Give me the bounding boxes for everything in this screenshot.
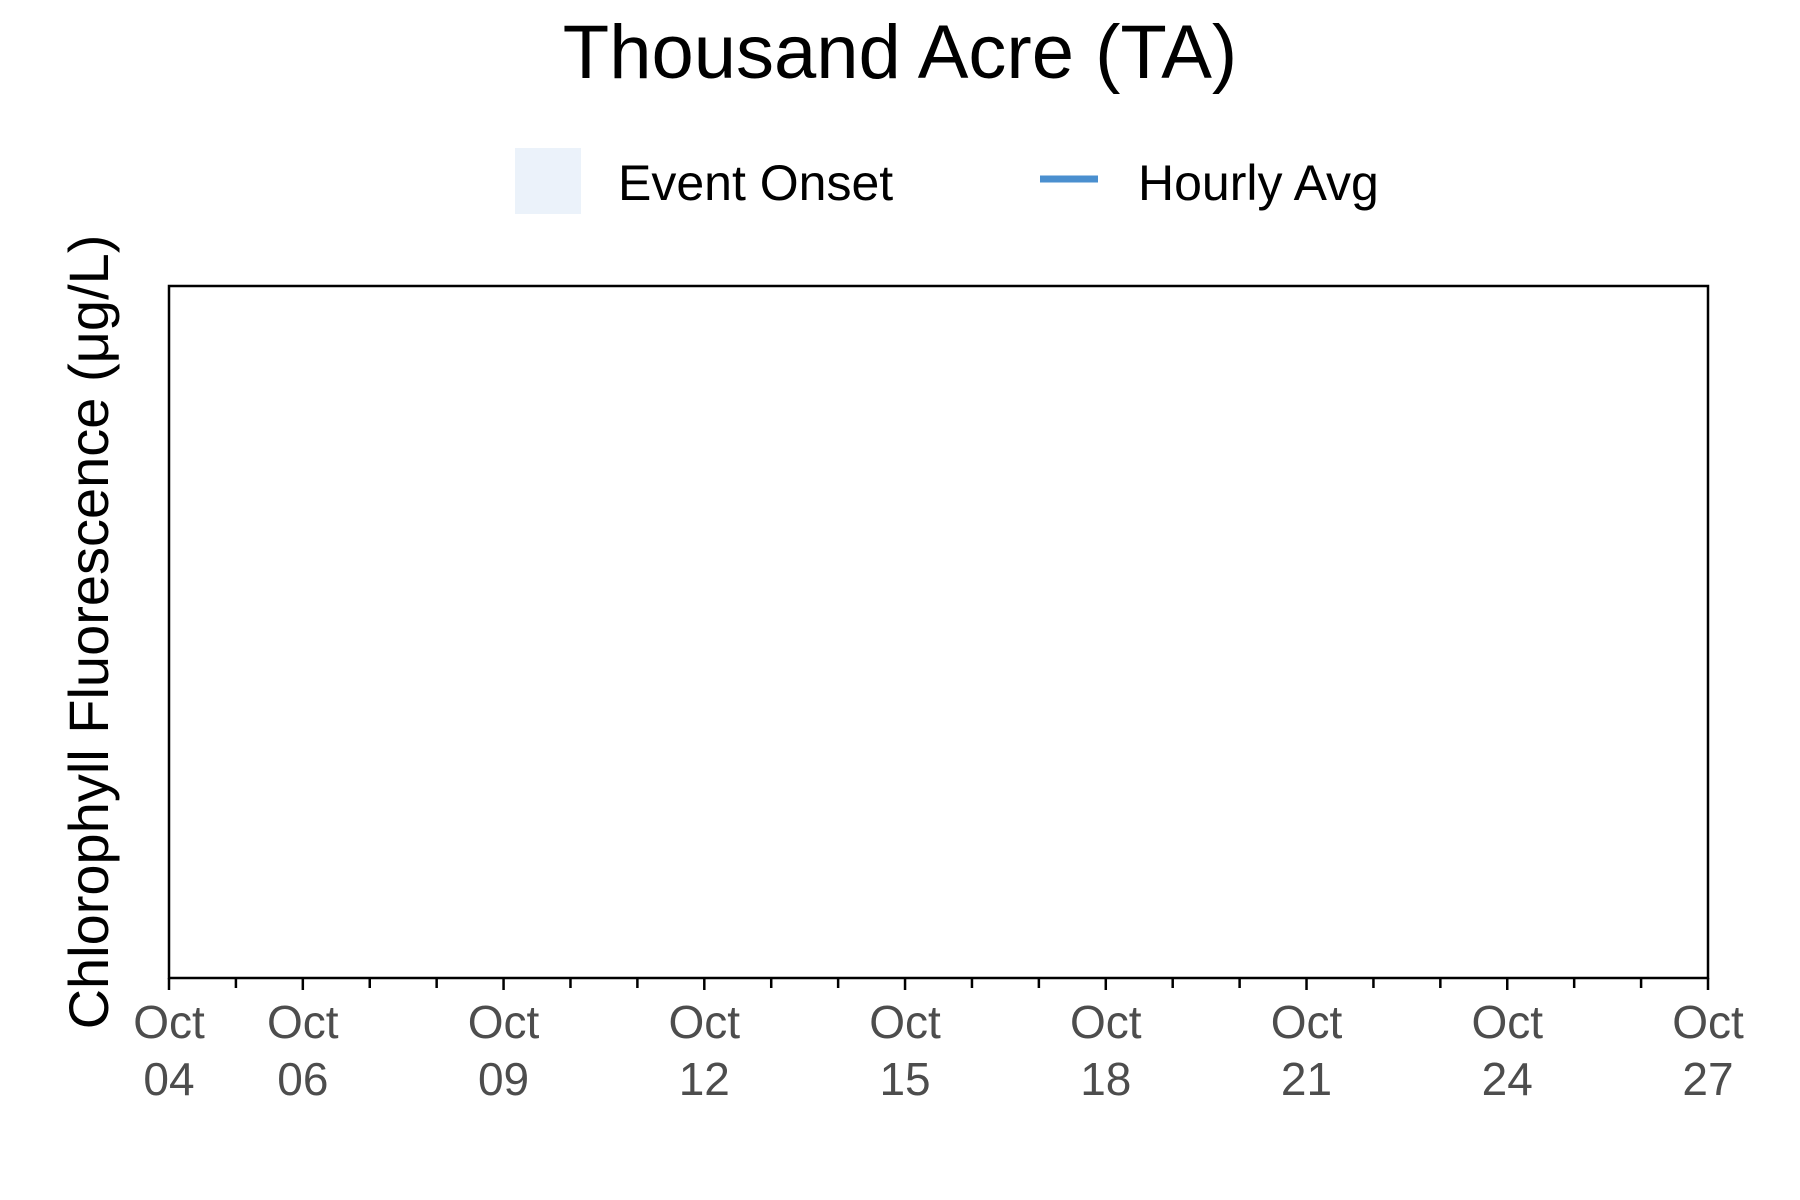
x-axis-tick-labels: Oct 04 Oct 06 Oct 09 Oct 12 Oct 15 Oct 18 Oct 21 Oct 24… xyxy=(133,996,1744,1105)
chart-title: Thousand Acre (TA) xyxy=(563,10,1237,95)
legend: Event Onset Hourly Avg xyxy=(515,148,1379,214)
plot-panel xyxy=(167,284,1710,980)
x-tick-label: Oct 18 xyxy=(1070,996,1142,1105)
x-tick-label: Oct 04 xyxy=(133,996,205,1105)
legend-label-hourly-avg: Hourly Avg xyxy=(1138,155,1379,211)
x-tick-label: Oct 21 xyxy=(1271,996,1343,1105)
x-axis-ticks xyxy=(167,978,1710,990)
y-axis-label: Chlorophyll Fluorescence (μg/L) xyxy=(57,235,120,1030)
x-tick-label: Oct 27 xyxy=(1672,996,1744,1105)
x-tick-label: Oct 09 xyxy=(468,996,540,1105)
legend-swatch-event-onset xyxy=(515,148,581,214)
x-tick-label: Oct 06 xyxy=(267,996,339,1105)
x-tick-label: Oct 24 xyxy=(1471,996,1543,1105)
x-tick-label: Oct 15 xyxy=(869,996,941,1105)
x-tick-label: Oct 12 xyxy=(669,996,741,1105)
legend-label-event-onset: Event Onset xyxy=(618,155,893,211)
